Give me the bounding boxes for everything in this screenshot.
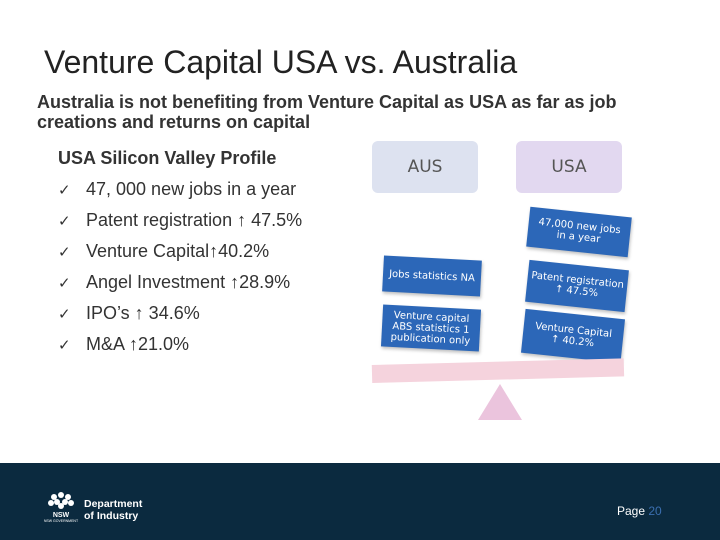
scale-beam <box>371 358 625 383</box>
bullet-text: Angel Investment ↑28.9% <box>86 272 291 292</box>
bullet-text: Venture Capital↑40.2% <box>86 241 270 261</box>
list-item: ✓ Patent registration ↑ 47.5% <box>58 205 302 236</box>
list-item: ✓ Venture Capital↑40.2% <box>58 236 302 267</box>
aus-box-jobs: Jobs statistics NA <box>382 255 482 297</box>
nsw-waratah-logo: NSW NSW GOVERNMENT <box>44 492 79 523</box>
usa-box-venture-capital: Venture Capital ↑ 40.2% <box>520 308 626 364</box>
aus-box-venture-capital: Venture capital ABS statistics 1 publica… <box>380 304 482 352</box>
department-name: Department of Industry <box>84 498 142 522</box>
page-indicator: Page 20 <box>617 504 662 518</box>
bullet-text: IPO’s ↑ 34.6% <box>86 303 200 323</box>
bullet-text: 47, 000 new jobs in a year <box>86 179 297 199</box>
list-item: ✓ IPO’s ↑ 34.6% <box>58 298 302 329</box>
profile-bullet-list: ✓ 47, 000 new jobs in a year ✓ Patent regi… <box>58 174 302 360</box>
checkmark-icon: ✓ <box>58 336 71 354</box>
logo-text: NSW GOVERNMENT <box>44 519 79 523</box>
footer-bar <box>0 463 720 540</box>
bullet-text: M&A ↑21.0% <box>86 334 190 354</box>
usa-box-jobs: 47,000 new jobs in a year <box>526 206 632 258</box>
checkmark-icon: ✓ <box>58 212 71 230</box>
list-item: ✓ M&A ↑21.0% <box>58 329 302 360</box>
slide-title: Venture Capital USA vs. Australia <box>44 44 518 80</box>
checkmark-icon: ✓ <box>58 274 71 292</box>
slide-subtitle: Australia is not benefiting from Venture… <box>37 92 617 132</box>
department-line-1: Department <box>84 498 143 510</box>
list-item: ✓ 47, 000 new jobs in a year <box>58 174 302 205</box>
usa-column-header: USA <box>516 141 622 193</box>
svg-text:NSW: NSW <box>53 512 70 519</box>
checkmark-icon: ✓ <box>58 181 71 199</box>
checkmark-icon: ✓ <box>58 305 71 323</box>
page-number: 20 <box>648 504 662 518</box>
checkmark-icon: ✓ <box>58 243 71 261</box>
department-line-2: of Industry <box>84 510 139 522</box>
profile-heading: USA Silicon Valley Profile <box>58 148 277 168</box>
aus-column-header: AUS <box>372 141 478 193</box>
scale-fulcrum <box>478 384 522 420</box>
page-label: Page <box>617 504 646 518</box>
list-item: ✓ Angel Investment ↑28.9% <box>58 267 302 298</box>
bullet-text: Patent registration ↑ 47.5% <box>86 210 303 230</box>
usa-box-patent: Patent registration ↑ 47.5% <box>525 259 629 313</box>
